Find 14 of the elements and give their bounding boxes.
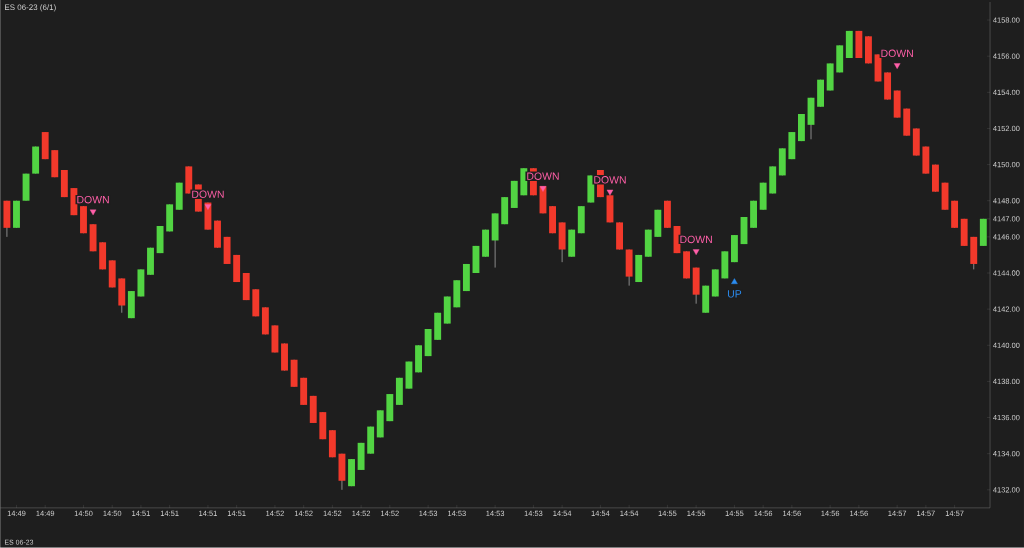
point [606,189,614,196]
data-label: DOWN [77,196,109,204]
point [89,209,97,216]
data-label: DOWN [192,190,224,199]
point [539,186,547,192]
data-label: DOWN [881,49,913,58]
point [692,249,700,256]
point [893,63,901,69]
point [204,204,212,210]
data-label: UP [727,290,742,298]
point [731,278,738,285]
data-label: DOWN [594,176,626,184]
data-label: DOWN [527,172,559,180]
data-label: DOWN [680,235,712,244]
